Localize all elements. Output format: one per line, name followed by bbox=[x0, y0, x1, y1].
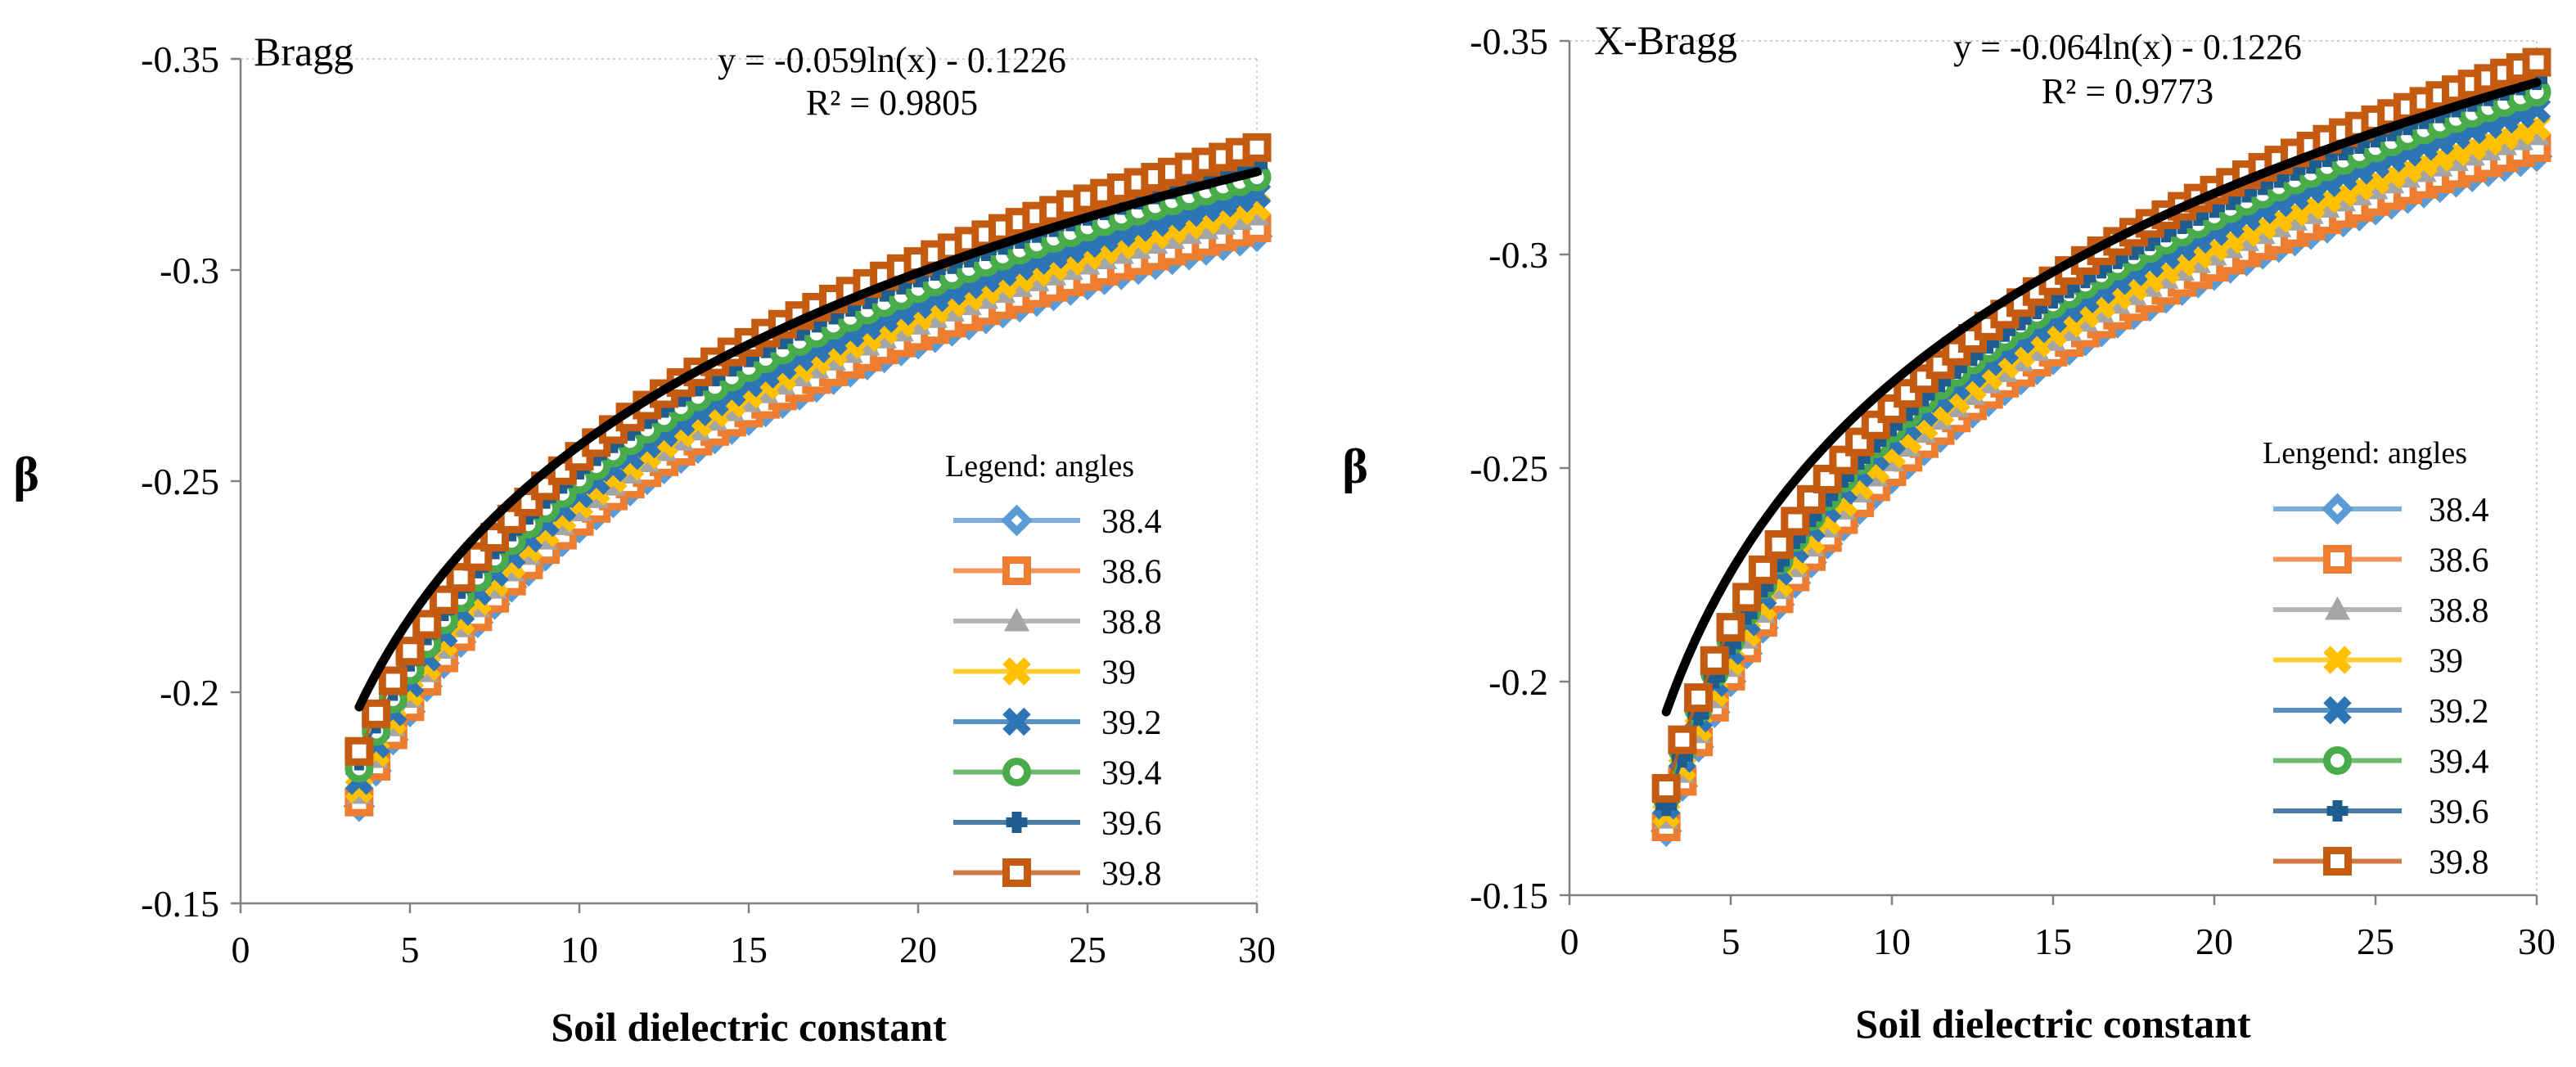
y-tick-label: -0.35 bbox=[1470, 20, 1548, 62]
trendline-r2: R² = 0.9805 bbox=[806, 83, 978, 123]
data-point-39.8 bbox=[1700, 646, 1729, 675]
legend-marker bbox=[2323, 696, 2352, 725]
data-point-39.8 bbox=[1781, 506, 1810, 536]
series-38.8 bbox=[1653, 121, 2550, 829]
legend-label: 39.8 bbox=[2429, 844, 2489, 882]
y-tick-label: -0.25 bbox=[1470, 448, 1548, 489]
data-point-39.8 bbox=[1877, 394, 1907, 423]
legend-label: 38.8 bbox=[1101, 604, 1162, 642]
x-tick-label: 0 bbox=[1560, 921, 1579, 962]
legend: Lengend: angles 38.4 38.6 38.8 39 39.2 39.4 39.… bbox=[2263, 436, 2489, 882]
legend-marker bbox=[1002, 858, 1031, 887]
trendline-r2: R² = 0.9773 bbox=[2042, 71, 2213, 111]
x-tick-label: 15 bbox=[2034, 921, 2072, 962]
legend-label: 39 bbox=[1101, 655, 1136, 692]
data-point-39.8 bbox=[362, 699, 391, 728]
legend-marker bbox=[1001, 504, 1033, 537]
legend-marker bbox=[1003, 607, 1030, 632]
x-tick-label: 10 bbox=[561, 929, 598, 970]
x-axis-title: Soil dielectric constant bbox=[1855, 1001, 2251, 1047]
legend-label: 39 bbox=[2429, 643, 2463, 681]
chart-panel-2: 0 5 10 15 20 25 30 -0.35 -0.3 -0.25 -0.2 -0.15 Soil … bbox=[1342, 17, 2556, 1047]
data-point-39.8 bbox=[1764, 530, 1794, 560]
data-point-39.8 bbox=[1684, 683, 1714, 713]
data-point-39.8 bbox=[1716, 613, 1745, 642]
legend: Legend: angles 38.4 38.6 38.8 39 39.2 39.4 39.6… bbox=[945, 449, 1162, 894]
trendline bbox=[354, 167, 1262, 712]
x-tick-label: 5 bbox=[1722, 921, 1741, 962]
data-point-39.8 bbox=[2522, 47, 2551, 77]
data-point-39.8 bbox=[1748, 555, 1777, 584]
y-tick-label: -0.3 bbox=[1488, 234, 1548, 276]
x-tick-label: 15 bbox=[730, 929, 768, 970]
legend-label: 39.4 bbox=[2429, 744, 2489, 781]
trendline-equation: y = -0.064ln(x) - 0.1226 bbox=[1953, 27, 2302, 67]
legend-label: 39.6 bbox=[2429, 794, 2489, 831]
legend-label: 39.6 bbox=[1101, 805, 1162, 843]
legend-marker bbox=[2323, 646, 2352, 674]
y-tick-label: -0.25 bbox=[141, 461, 219, 502]
legend-marker bbox=[1006, 812, 1028, 833]
y-tick-label: -0.2 bbox=[1488, 661, 1548, 703]
y-tick-label: -0.3 bbox=[160, 250, 219, 291]
legend-label: 39.8 bbox=[1101, 856, 1162, 894]
y-tick-label: -0.35 bbox=[141, 38, 219, 80]
legend-marker bbox=[2323, 847, 2352, 876]
x-tick-label: 20 bbox=[899, 929, 937, 970]
x-tick-label: 30 bbox=[1238, 929, 1276, 970]
legend-marker bbox=[1002, 758, 1031, 786]
y-axis-title: β bbox=[1342, 439, 1368, 493]
x-tick-label: 30 bbox=[2518, 921, 2556, 962]
legend-marker bbox=[1002, 707, 1031, 736]
legend-label: 38.8 bbox=[2429, 592, 2489, 630]
data-point-39.8 bbox=[1242, 133, 1272, 162]
legend-label: 38.6 bbox=[2429, 543, 2489, 580]
legend-title: Legend: angles bbox=[945, 449, 1134, 484]
data-point-39.8 bbox=[1845, 427, 1875, 457]
legend-marker bbox=[2323, 746, 2352, 775]
x-axis-title: Soil dielectric constant bbox=[551, 1004, 947, 1050]
panel-title: Bragg bbox=[254, 29, 354, 74]
trendline-equation: y = -0.059ln(x) - 0.1226 bbox=[718, 40, 1066, 80]
x-tick-label: 5 bbox=[401, 929, 420, 970]
x-tick-label: 10 bbox=[1873, 921, 1911, 962]
panel-title: X-Bragg bbox=[1594, 17, 1737, 63]
chart-panel-1: 0 5 10 15 20 25 30 -0.35 -0.3 -0.25 -0.2 -0.15 Soil … bbox=[13, 29, 1276, 1050]
data-point-39.8 bbox=[480, 522, 509, 552]
x-tick-label: 20 bbox=[2195, 921, 2233, 962]
x-tick-label: 25 bbox=[1069, 929, 1106, 970]
y-tick-label: -0.15 bbox=[1470, 875, 1548, 916]
legend-marker bbox=[1002, 657, 1031, 686]
x-tick-label: 25 bbox=[2357, 921, 2394, 962]
legend-label: 39.2 bbox=[2429, 693, 2489, 731]
y-tick-label: -0.2 bbox=[160, 672, 219, 714]
data-point-39.8 bbox=[378, 666, 408, 696]
legend-label: 39.4 bbox=[1101, 755, 1162, 793]
data-point-39.8 bbox=[1894, 379, 1923, 408]
data-point-39.8 bbox=[1651, 774, 1681, 803]
legend-marker bbox=[2322, 493, 2353, 525]
data-point-39.8 bbox=[395, 637, 425, 666]
legend-marker bbox=[2323, 545, 2352, 574]
trendline bbox=[1661, 78, 2542, 717]
legend-label: 38.4 bbox=[1101, 503, 1162, 541]
data-point-39.8 bbox=[412, 610, 442, 639]
legend-marker bbox=[1002, 556, 1031, 585]
legend-label: 38.6 bbox=[1101, 554, 1162, 592]
legend-marker bbox=[2326, 800, 2349, 822]
data-point-39.8 bbox=[345, 736, 374, 766]
legend-label: 39.2 bbox=[1101, 705, 1162, 742]
legend-title: Lengend: angles bbox=[2263, 436, 2467, 470]
x-tick-label: 0 bbox=[232, 929, 250, 970]
data-point-39.8 bbox=[1668, 725, 1697, 754]
y-axis-title: β bbox=[13, 448, 39, 502]
y-tick-label: -0.15 bbox=[141, 883, 219, 925]
data-point-39.8 bbox=[1732, 583, 1762, 612]
legend-label: 38.4 bbox=[2429, 492, 2489, 529]
legend-marker bbox=[2324, 596, 2351, 620]
data-point-39.8 bbox=[1797, 484, 1826, 514]
data-point-39.8 bbox=[429, 585, 458, 615]
data-point-39.8 bbox=[1861, 410, 1890, 439]
